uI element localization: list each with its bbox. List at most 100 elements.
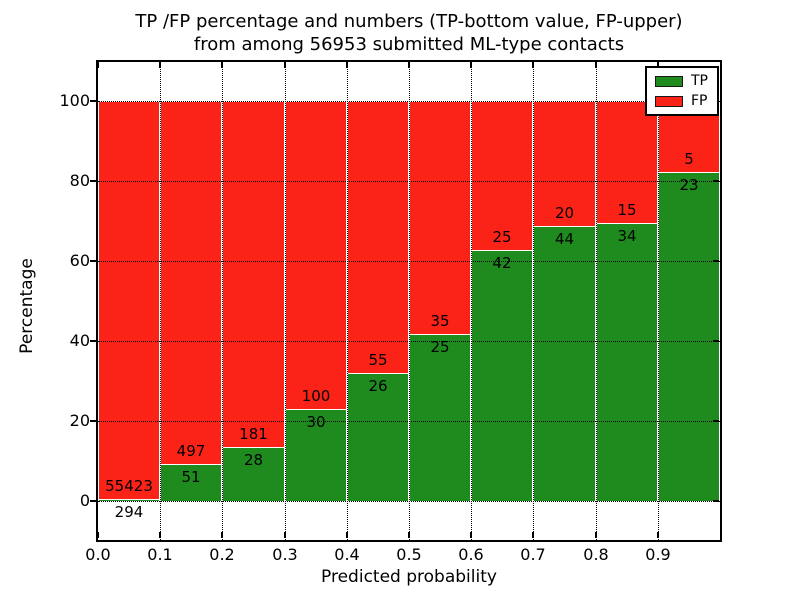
y-tickmark xyxy=(90,180,96,182)
v-gridline xyxy=(222,62,223,540)
x-tick-label: 0.8 xyxy=(583,545,609,564)
y-tickmark-right xyxy=(713,420,719,422)
fp-count-label: 15 xyxy=(617,201,637,219)
tp-bar-segment xyxy=(409,334,471,501)
tp-bar-segment xyxy=(596,223,658,501)
y-tickmark xyxy=(90,500,96,502)
x-tickmark xyxy=(408,532,410,538)
x-tick-label: 0.3 xyxy=(272,545,298,564)
tp-bar-segment xyxy=(347,373,409,501)
chart-title: TP /FP percentage and numbers (TP-bottom… xyxy=(97,10,721,56)
v-gridline xyxy=(596,62,597,540)
y-tick-label: 40 xyxy=(69,331,90,350)
x-tick-label: 0.0 xyxy=(85,545,111,564)
fp-bar-segment xyxy=(347,101,409,373)
y-tickmark-right xyxy=(713,180,719,182)
tp-count-label: 30 xyxy=(306,413,326,431)
tp-count-label: 51 xyxy=(181,468,201,486)
y-tickmark xyxy=(90,100,96,102)
fp-count-label: 5 xyxy=(684,150,694,168)
v-gridline xyxy=(471,62,472,540)
chart-title-line1: TP /FP percentage and numbers (TP-bottom… xyxy=(135,11,683,32)
y-tick-label: 0 xyxy=(79,491,90,510)
v-gridline xyxy=(347,62,348,540)
chart-title-line2: from among 56953 submitted ML-type conta… xyxy=(193,34,625,55)
x-tick-label: 0.5 xyxy=(396,545,422,564)
y-tickmark-right xyxy=(713,500,719,502)
fp-count-label: 181 xyxy=(239,425,268,443)
tp-bar-segment xyxy=(533,226,596,501)
v-gridline xyxy=(409,62,410,540)
fp-count-label: 100 xyxy=(301,387,331,405)
x-tickmark-top xyxy=(346,62,348,68)
v-gridline xyxy=(160,62,161,540)
tp-bar-segment xyxy=(471,250,533,501)
tp-count-label: 44 xyxy=(554,230,575,248)
x-tickmark-top xyxy=(470,62,472,68)
fp-bar-segment xyxy=(160,101,222,464)
legend-label-tp: TP xyxy=(691,73,708,89)
x-tickmark-top xyxy=(221,62,223,68)
x-tickmark xyxy=(97,532,99,538)
tp-count-label: 28 xyxy=(243,451,264,469)
x-tickmark-top xyxy=(97,62,99,68)
y-tickmark-right xyxy=(713,340,719,342)
x-tickmark-top xyxy=(657,62,659,68)
legend-item-tp: TP xyxy=(655,74,708,88)
y-tickmark xyxy=(90,420,96,422)
x-tickmark xyxy=(657,532,659,538)
y-axis-label: Percentage xyxy=(17,258,37,354)
fp-bar-segment xyxy=(285,101,347,409)
x-tickmark xyxy=(532,532,534,538)
fp-count-label: 55 xyxy=(368,351,388,369)
tp-count-label: 26 xyxy=(368,377,388,395)
y-tickmark xyxy=(90,260,96,262)
tp-count-label: 34 xyxy=(617,227,637,245)
fp-count-label: 20 xyxy=(554,204,575,222)
x-tickmark-top xyxy=(284,62,286,68)
tp-count-label: 294 xyxy=(114,503,144,521)
x-tick-label: 0.1 xyxy=(147,545,173,564)
x-tick-label: 0.7 xyxy=(520,545,546,564)
fp-bar-segment xyxy=(98,101,160,499)
tp-bar-segment xyxy=(222,447,285,501)
fp-swatch-icon xyxy=(655,95,683,107)
legend-item-fp: FP xyxy=(655,94,708,108)
tp-bar-segment xyxy=(658,172,720,501)
tp-bar-segment xyxy=(98,499,160,501)
tp-count-label: 25 xyxy=(430,338,450,356)
y-tick-label: 100 xyxy=(59,91,90,110)
x-axis-label: Predicted probability xyxy=(321,567,497,587)
v-gridline xyxy=(285,62,286,540)
x-tickmark-top xyxy=(408,62,410,68)
x-tick-label: 0.2 xyxy=(209,545,235,564)
v-gridline xyxy=(533,62,534,540)
plot-area: 55423 294 497 51 181 28 100 30 55 26 35 25 25 42 20 44 1… xyxy=(96,60,722,542)
legend: TP FP xyxy=(645,66,719,116)
fp-count-label: 35 xyxy=(430,312,450,330)
x-tickmark xyxy=(221,532,223,538)
v-gridline xyxy=(658,62,659,540)
y-tick-label: 60 xyxy=(69,251,90,270)
fp-count-label: 497 xyxy=(176,442,206,460)
x-tickmark-top xyxy=(159,62,161,68)
tp-count-label: 42 xyxy=(492,254,512,272)
fp-bar-segment xyxy=(596,101,658,223)
x-tickmark xyxy=(159,532,161,538)
x-tickmark xyxy=(470,532,472,538)
x-tickmark-top xyxy=(532,62,534,68)
y-tick-label: 20 xyxy=(69,411,90,430)
legend-label-fp: FP xyxy=(691,93,708,109)
x-tick-label: 0.6 xyxy=(458,545,484,564)
x-tick-label: 0.4 xyxy=(334,545,360,564)
tp-bar-segment xyxy=(285,409,347,501)
x-tickmark xyxy=(284,532,286,538)
x-tickmark xyxy=(595,532,597,538)
y-tick-label: 80 xyxy=(69,171,90,190)
x-tickmark xyxy=(346,532,348,538)
x-tick-label: 0.9 xyxy=(645,545,671,564)
fp-count-label: 55423 xyxy=(105,477,153,495)
tp-swatch-icon xyxy=(655,75,683,87)
fp-bar-segment xyxy=(409,101,471,334)
